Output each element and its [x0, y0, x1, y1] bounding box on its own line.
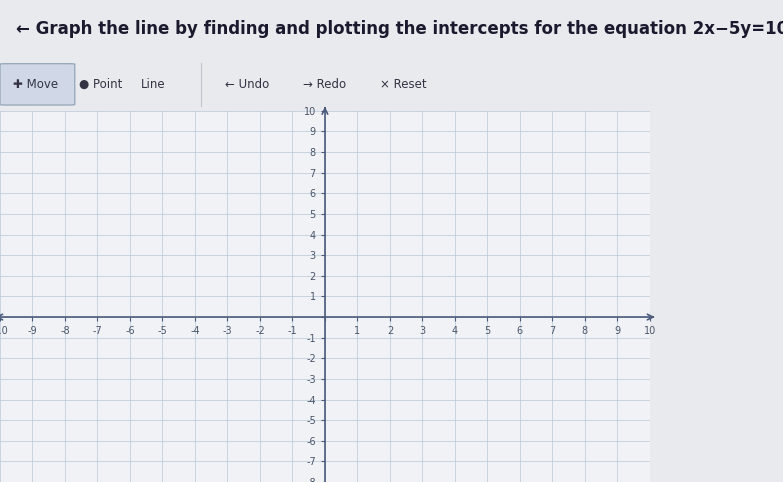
Text: × Reset: × Reset [380, 78, 426, 91]
Text: ✚ Move: ✚ Move [13, 78, 58, 91]
Text: ← Graph the line by finding and plotting the intercepts for the equation 2x−5y=1: ← Graph the line by finding and plotting… [16, 20, 783, 38]
Text: → Redo: → Redo [303, 78, 347, 91]
Text: ← Undo: ← Undo [225, 78, 269, 91]
Text: ● Point: ● Point [79, 78, 122, 91]
FancyBboxPatch shape [0, 64, 74, 105]
Text: Line: Line [140, 78, 165, 91]
